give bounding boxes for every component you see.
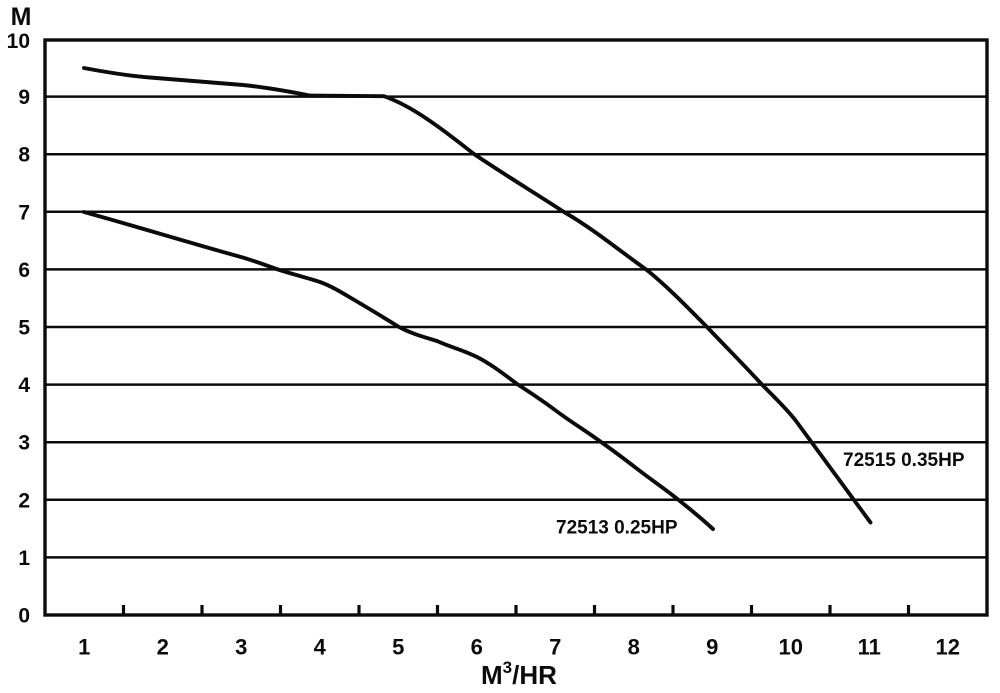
svg-text:9: 9: [18, 86, 30, 109]
svg-text:6: 6: [471, 635, 483, 660]
svg-text:5: 5: [392, 635, 404, 660]
svg-text:7: 7: [18, 201, 30, 224]
svg-text:0: 0: [18, 605, 30, 628]
svg-text:4: 4: [314, 635, 327, 660]
svg-text:4: 4: [18, 374, 30, 397]
svg-text:72513 0.25HP: 72513 0.25HP: [556, 518, 678, 539]
svg-text:M3/HR: M3/HR: [481, 658, 557, 690]
svg-text:5: 5: [18, 317, 30, 340]
svg-text:11: 11: [858, 635, 881, 660]
svg-text:72515 0.35HP: 72515 0.35HP: [843, 450, 965, 471]
svg-text:2: 2: [157, 635, 169, 660]
svg-text:1: 1: [18, 547, 30, 570]
svg-text:10: 10: [7, 30, 30, 53]
svg-text:8: 8: [18, 144, 30, 167]
svg-text:1: 1: [78, 635, 90, 660]
svg-text:8: 8: [628, 635, 640, 660]
svg-text:2: 2: [18, 489, 30, 512]
svg-text:3: 3: [235, 635, 247, 660]
svg-text:9: 9: [706, 635, 718, 660]
svg-text:12: 12: [936, 635, 960, 660]
svg-text:3: 3: [18, 432, 30, 455]
svg-text:10: 10: [779, 635, 803, 660]
svg-text:7: 7: [549, 635, 561, 660]
svg-text:M: M: [11, 3, 32, 31]
svg-text:6: 6: [18, 259, 30, 282]
